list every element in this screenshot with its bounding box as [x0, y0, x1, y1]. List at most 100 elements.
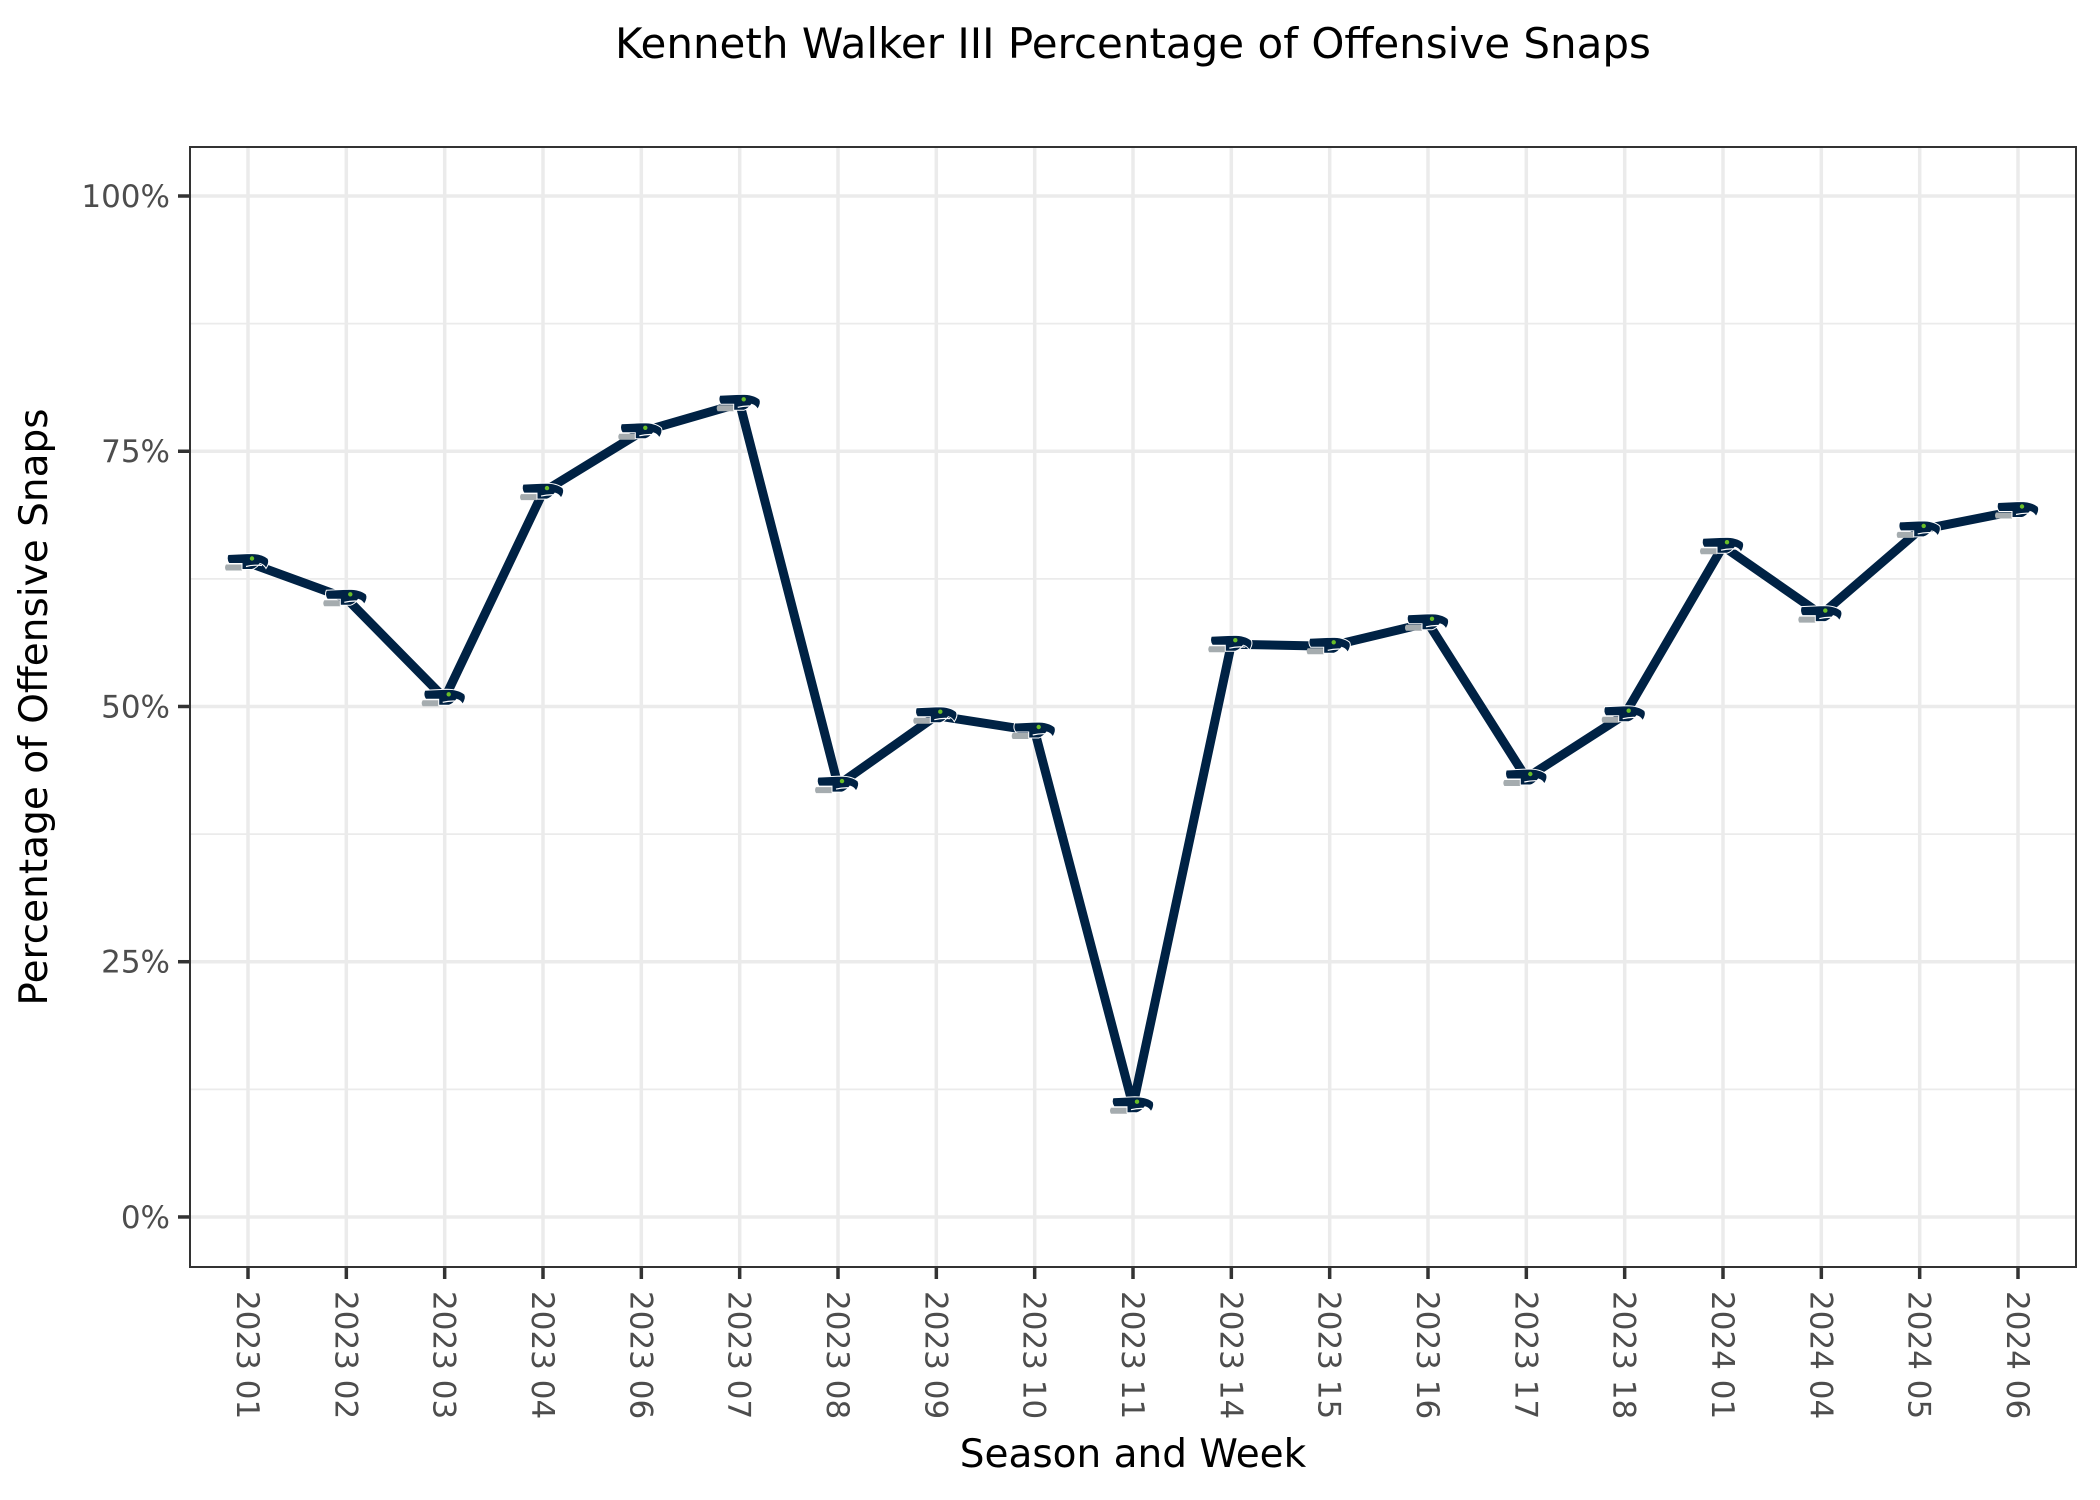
x-tick-label: 2023 02 [327, 1291, 363, 1419]
logo-swoosh [1819, 616, 1836, 620]
logo-grey-stripe [1995, 512, 2012, 519]
seahawks-logo-marker [1798, 605, 1843, 623]
logo-eye [839, 778, 845, 784]
logo-grey-stripe [716, 405, 734, 412]
logo-head [620, 422, 663, 440]
logo-grey-stripe [815, 787, 832, 794]
x-tick-label: 2023 11 [1114, 1291, 1150, 1419]
logo-head [1701, 536, 1745, 554]
logo-eye [1528, 771, 1533, 777]
seahawks-logo-marker [1995, 500, 2040, 519]
seahawks-logo-marker [1208, 634, 1253, 653]
seahawks-logo-marker [1110, 1096, 1155, 1114]
x-tick-labels: 2023 01 2023 02 2023 03 2023 04 2023 06 2023 … [229, 1291, 2035, 1419]
seahawks-logo-marker [618, 422, 663, 440]
logo-eye [1921, 523, 1926, 529]
seahawks-logo-marker [225, 552, 270, 571]
seahawks-logo-marker [323, 588, 368, 607]
x-tick-label: 2024 04 [1802, 1291, 1838, 1419]
logo-eye [741, 397, 746, 402]
seahawks-logo-marker [1503, 768, 1548, 786]
logo-head [423, 688, 466, 706]
logo-grey-stripe [1208, 646, 1226, 653]
x-tick-label: 2023 04 [524, 1291, 560, 1419]
logo-eye [1823, 608, 1828, 613]
logo-eye [1233, 638, 1238, 643]
y-axis-title: Percentage of Offensive Snaps [12, 408, 57, 1005]
logo-swoosh [1229, 646, 1246, 649]
logo-eye [544, 485, 550, 491]
logo-grey-stripe [1601, 716, 1619, 723]
x-tick-label: 2024 05 [1901, 1291, 1937, 1419]
logo-head [1505, 768, 1548, 786]
logo-eye [643, 425, 648, 430]
logo-eye [1626, 708, 1631, 713]
y-tick-label: 50% [101, 689, 170, 725]
logo-grey-stripe [225, 564, 242, 571]
x-tick-label: 2023 03 [426, 1291, 462, 1419]
x-tick-label: 2023 18 [1606, 1291, 1642, 1419]
x-tick-label: 2023 07 [721, 1291, 757, 1419]
logo-swoosh [1032, 733, 1049, 736]
y-tick-label: 25% [101, 945, 170, 981]
logo-grey-stripe [323, 600, 341, 607]
logo-head [1111, 1096, 1155, 1114]
seahawks-logo-marker [421, 688, 466, 707]
logo-grey-stripe [421, 700, 439, 707]
logo-swoosh [1130, 1107, 1148, 1111]
logo-head [1013, 721, 1056, 739]
logo-swoosh [1622, 716, 1639, 720]
logo-head [1996, 500, 2040, 518]
y-tick-label: 0% [121, 1200, 170, 1236]
x-axis: 2023 01 2023 02 2023 03 2023 04 2023 06 2023 … [229, 1267, 2035, 1419]
logo-head [718, 393, 761, 411]
x-tick-label: 2023 01 [229, 1291, 265, 1419]
seahawks-logo-marker [716, 393, 761, 412]
chart-title: Kenneth Walker III Percentage of Offensi… [615, 19, 1651, 68]
x-ticks [246, 1267, 2020, 1279]
plot-panel [189, 146, 2077, 1268]
logo-head [1308, 636, 1351, 654]
seahawks-logo-marker [1405, 613, 1450, 631]
logo-head [226, 552, 270, 570]
x-tick-label: 2023 16 [1409, 1291, 1445, 1419]
logo-swoosh [442, 700, 459, 703]
logo-swoosh [344, 600, 361, 603]
logo-swoosh [245, 564, 263, 568]
logo-head [1210, 634, 1253, 652]
x-axis-title: Season and Week [960, 1432, 1307, 1477]
y-tick-label: 100% [81, 179, 170, 215]
logo-eye [446, 692, 451, 697]
logo-swoosh [1327, 648, 1344, 651]
y-ticks [178, 194, 190, 1219]
logo-swoosh [737, 405, 754, 408]
x-tick-label: 2023 06 [622, 1291, 658, 1419]
logo-swoosh [1524, 780, 1541, 783]
logo-grey-stripe [1700, 548, 1717, 555]
logo-grey-stripe [1798, 616, 1816, 623]
logo-head [1800, 605, 1843, 623]
logo-eye [1429, 616, 1435, 621]
logo-head [816, 775, 860, 793]
logo-head [915, 706, 958, 724]
gridlines-x [246, 147, 2020, 1267]
logo-grey-stripe [1503, 780, 1521, 786]
x-tick-label: 2023 08 [819, 1291, 855, 1419]
seahawks-logo-marker [1306, 636, 1351, 655]
seahawks-logo-marker [520, 482, 565, 501]
logo-swoosh [1917, 531, 1934, 535]
logo-grey-stripe [520, 494, 537, 501]
logo-head [521, 482, 565, 500]
logo-eye [1724, 540, 1730, 545]
x-tick-label: 2023 09 [917, 1291, 953, 1419]
logo-head [1603, 705, 1646, 723]
logo-grey-stripe [1896, 531, 1914, 538]
x-tick-label: 2023 10 [1016, 1291, 1052, 1419]
y-tick-label: 75% [101, 434, 170, 470]
logo-eye [1134, 1099, 1140, 1104]
logo-swoosh [835, 787, 853, 790]
x-tick-label: 2024 06 [1999, 1291, 2035, 1419]
logo-grey-stripe [1306, 648, 1324, 655]
logo-grey-stripe [1110, 1107, 1127, 1114]
x-tick-label: 2024 01 [1704, 1291, 1740, 1419]
